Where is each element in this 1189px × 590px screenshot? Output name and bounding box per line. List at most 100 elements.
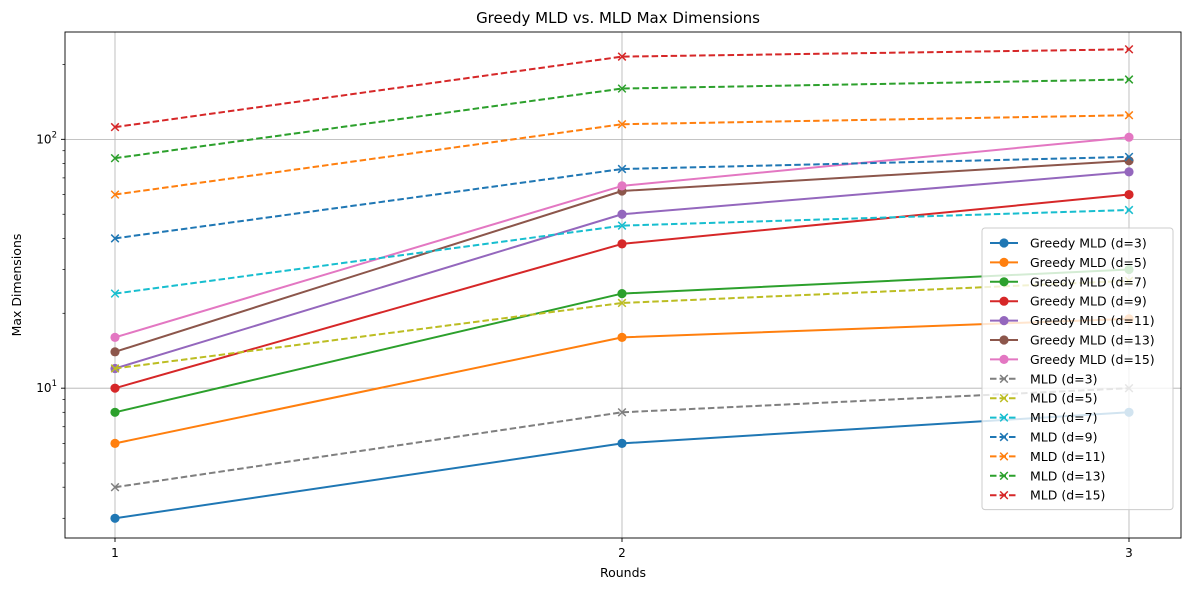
legend-entry: MLD (d=9) <box>990 430 1097 445</box>
data-point <box>110 234 120 243</box>
data-point <box>1124 75 1134 84</box>
legend-marker <box>999 238 1009 248</box>
data-point <box>110 407 120 417</box>
data-point <box>1124 167 1134 177</box>
legend-label: MLD (d=3) <box>1030 371 1097 386</box>
legend-label: Greedy MLD (d=13) <box>1030 333 1155 348</box>
legend-entry: MLD (d=7) <box>990 410 1097 425</box>
legend-label: MLD (d=11) <box>1030 449 1105 464</box>
x-tick-label: 1 <box>111 546 119 560</box>
data-point <box>617 221 627 230</box>
legend-label: Greedy MLD (d=5) <box>1030 255 1147 270</box>
legend-marker <box>999 413 1009 422</box>
data-point <box>110 347 120 357</box>
axis-ticks: 1 2 3 101 102 <box>36 64 1133 560</box>
legend-label: MLD (d=13) <box>1030 468 1105 483</box>
data-point <box>617 209 627 219</box>
x-tick-label: 2 <box>618 546 626 560</box>
legend-label: Greedy MLD (d=9) <box>1030 294 1147 309</box>
legend-label: MLD (d=7) <box>1030 410 1097 425</box>
series-12 <box>110 110 1134 199</box>
data-point <box>1124 132 1134 142</box>
data-point <box>110 364 120 373</box>
data-point <box>110 122 120 132</box>
series-4 <box>110 189 1134 393</box>
data-point <box>110 513 120 523</box>
legend-entry: Greedy MLD (d=13) <box>990 333 1155 348</box>
data-point <box>1124 152 1134 162</box>
series-11 <box>110 152 1134 243</box>
legend-entry: MLD (d=13) <box>990 468 1105 483</box>
x-axis-label: Rounds <box>600 565 646 580</box>
data-point <box>617 119 627 129</box>
series-line <box>114 387 1130 489</box>
legend-entry: MLD (d=3) <box>990 371 1097 386</box>
plot-area-frame <box>64 31 1182 539</box>
data-point <box>110 153 120 163</box>
data-point <box>110 289 120 298</box>
data-point <box>1124 44 1134 54</box>
legend-entry: Greedy MLD (d=5) <box>990 255 1147 270</box>
legend-label: MLD (d=5) <box>1030 391 1097 406</box>
series-line <box>114 155 1130 240</box>
legend-marker <box>999 296 1009 306</box>
series-7 <box>110 132 1134 342</box>
y-axis-label: Max Dimensions <box>9 234 24 337</box>
legend-entry: MLD (d=15) <box>990 488 1105 503</box>
data-point <box>110 482 120 492</box>
series-14 <box>110 44 1134 132</box>
series-13 <box>110 75 1134 163</box>
legend: Greedy MLD (d=3) Greedy MLD (d=5) Greedy M… <box>981 227 1174 511</box>
data-point <box>110 438 120 448</box>
data-point <box>1124 205 1134 215</box>
legend-label: Greedy MLD (d=15) <box>1030 352 1155 367</box>
data-point <box>617 239 627 249</box>
legend-marker <box>999 490 1009 500</box>
legend-entry: Greedy MLD (d=15) <box>990 352 1155 367</box>
y-tick-label: 101 <box>36 379 57 395</box>
series-line <box>114 48 1130 129</box>
series-line <box>114 78 1130 160</box>
data-point <box>1124 110 1134 120</box>
data-point <box>110 190 120 199</box>
data-point <box>617 52 627 61</box>
legend-marker <box>999 277 1009 287</box>
series-line <box>114 279 1130 370</box>
series-10 <box>110 205 1134 298</box>
legend-entry: MLD (d=5) <box>990 391 1097 406</box>
series-group <box>110 44 1134 523</box>
legend-entry: MLD (d=11) <box>990 449 1105 464</box>
legend-entry: Greedy MLD (d=9) <box>990 294 1147 309</box>
legend-entry: Greedy MLD (d=11) <box>990 313 1155 328</box>
legend-marker <box>999 393 1009 403</box>
data-point <box>110 383 120 393</box>
chart-title: Greedy MLD vs. MLD Max Dimensions <box>476 9 760 27</box>
data-point <box>617 288 627 299</box>
data-point <box>617 181 627 191</box>
legend-label: MLD (d=15) <box>1030 488 1105 503</box>
legend-box <box>981 227 1174 511</box>
legend-entry: Greedy MLD (d=3) <box>990 236 1147 251</box>
legend-marker <box>999 374 1009 384</box>
legend-entry: Greedy MLD (d=7) <box>990 274 1147 289</box>
legend-marker <box>999 471 1009 481</box>
legend-label: Greedy MLD (d=11) <box>1030 313 1155 328</box>
series-line <box>114 209 1130 295</box>
legend-marker <box>999 354 1009 364</box>
data-point <box>1124 189 1134 200</box>
y-tick-label: 102 <box>36 130 57 146</box>
data-point <box>617 438 627 448</box>
legend-marker <box>999 452 1009 461</box>
legend-marker <box>999 432 1009 442</box>
data-point <box>617 332 627 342</box>
legend-marker <box>999 335 1009 345</box>
data-point <box>617 164 627 174</box>
data-point <box>110 332 120 342</box>
series-line <box>114 114 1130 196</box>
data-point <box>617 407 627 417</box>
data-point <box>617 84 627 93</box>
legend-label: Greedy MLD (d=3) <box>1030 236 1147 251</box>
data-point <box>617 298 627 308</box>
legend-marker <box>999 257 1009 267</box>
